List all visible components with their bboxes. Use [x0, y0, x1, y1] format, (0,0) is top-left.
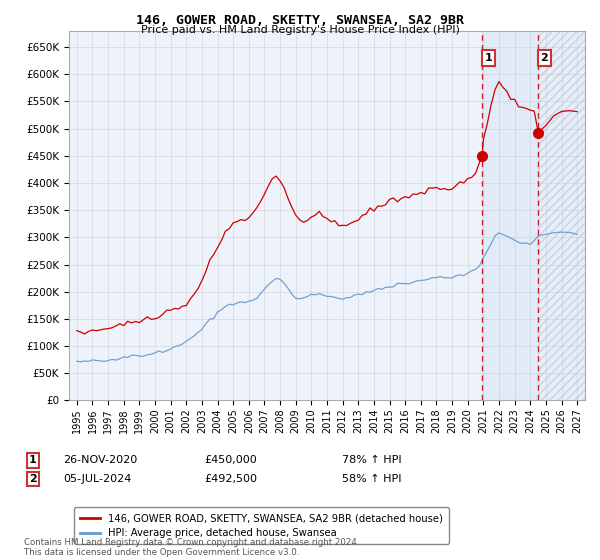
Text: 1: 1 — [29, 455, 37, 465]
Text: 26-NOV-2020: 26-NOV-2020 — [63, 455, 137, 465]
Bar — [538, 31, 585, 400]
Text: 58% ↑ HPI: 58% ↑ HPI — [342, 474, 401, 484]
Text: Price paid vs. HM Land Registry's House Price Index (HPI): Price paid vs. HM Land Registry's House … — [140, 25, 460, 35]
Text: 78% ↑ HPI: 78% ↑ HPI — [342, 455, 401, 465]
Text: 2: 2 — [29, 474, 37, 484]
Text: £450,000: £450,000 — [204, 455, 257, 465]
Text: £492,500: £492,500 — [204, 474, 257, 484]
Text: 1: 1 — [484, 53, 492, 63]
Text: Contains HM Land Registry data © Crown copyright and database right 2024.
This d: Contains HM Land Registry data © Crown c… — [24, 538, 359, 557]
Bar — [482, 31, 538, 400]
Text: 2: 2 — [541, 53, 548, 63]
Text: 146, GOWER ROAD, SKETTY, SWANSEA, SA2 9BR: 146, GOWER ROAD, SKETTY, SWANSEA, SA2 9B… — [136, 14, 464, 27]
Text: 05-JUL-2024: 05-JUL-2024 — [63, 474, 131, 484]
Legend: 146, GOWER ROAD, SKETTY, SWANSEA, SA2 9BR (detached house), HPI: Average price, : 146, GOWER ROAD, SKETTY, SWANSEA, SA2 9B… — [74, 507, 449, 544]
Bar — [538, 31, 585, 400]
Bar — [538, 31, 585, 400]
